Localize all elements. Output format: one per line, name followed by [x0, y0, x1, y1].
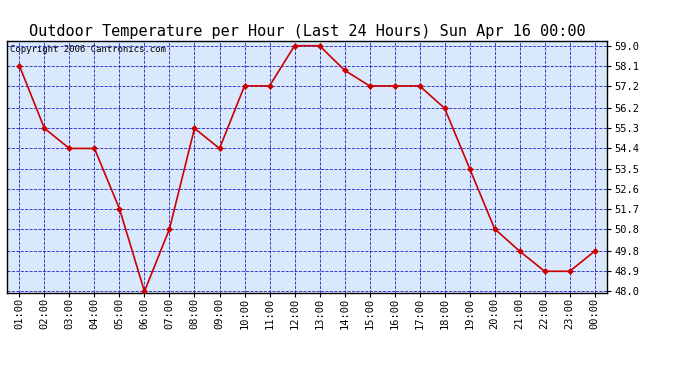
Title: Outdoor Temperature per Hour (Last 24 Hours) Sun Apr 16 00:00: Outdoor Temperature per Hour (Last 24 Ho…	[29, 24, 585, 39]
Text: Copyright 2006 Cantronics.com: Copyright 2006 Cantronics.com	[10, 45, 166, 54]
